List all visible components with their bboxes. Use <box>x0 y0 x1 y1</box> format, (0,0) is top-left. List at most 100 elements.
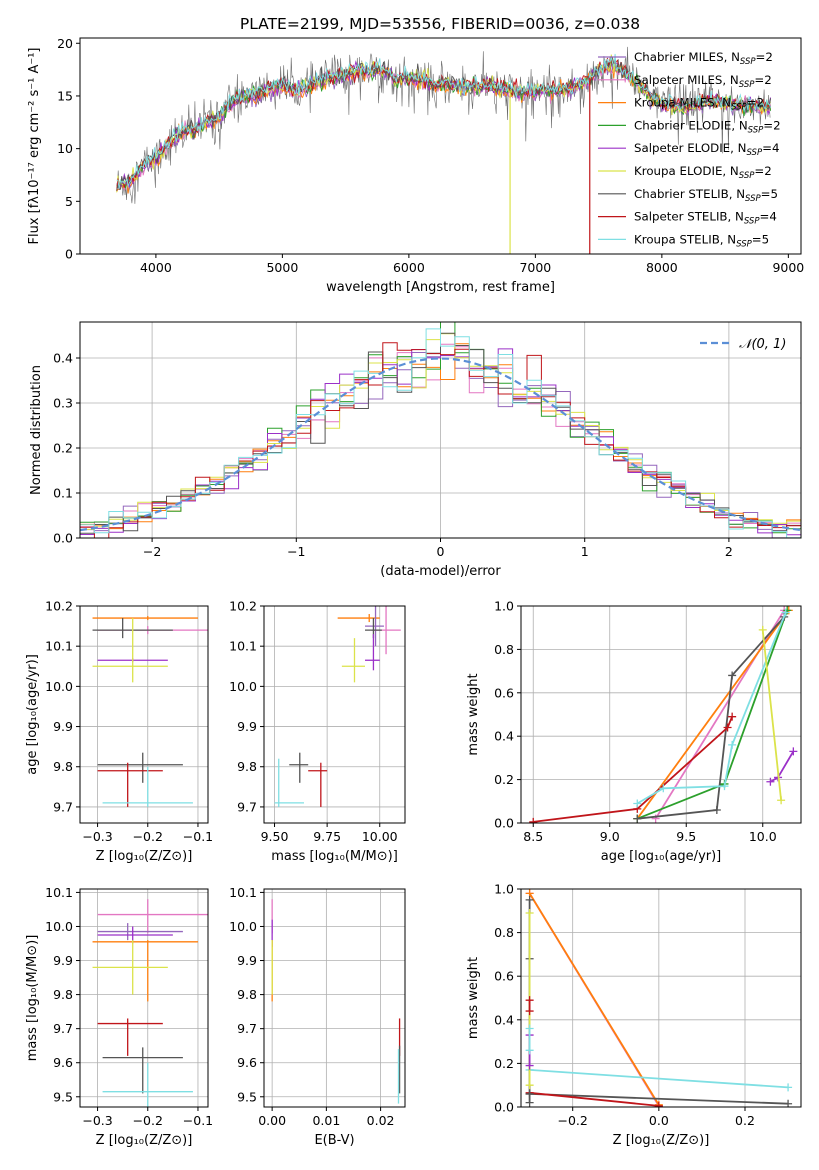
x-tick-label: −0.3 <box>82 829 112 844</box>
y-tick-label: 0.0 <box>53 531 73 546</box>
weight-marker <box>789 747 798 756</box>
errorbar-point <box>341 638 366 683</box>
x-tick-label: 0.2 <box>735 1113 755 1128</box>
y-axis-label: Normed distribution <box>29 365 44 495</box>
legend-label-value: =5 <box>752 232 769 246</box>
y-tick-label: 0.4 <box>494 1012 514 1027</box>
errorbar-point <box>102 766 193 807</box>
weight-marker <box>525 996 534 1005</box>
y-tick-label: 9.8 <box>237 987 257 1002</box>
y-tick-label: 9.5 <box>237 1089 257 1104</box>
legend-label: Salpeter MILES, NSSP=2 <box>634 73 772 90</box>
errorbar-point <box>365 606 384 647</box>
grid-lines <box>80 889 208 1107</box>
weight-marker <box>525 1046 534 1055</box>
model-spectrum-line <box>116 53 772 189</box>
y-tick-label: 10.0 <box>229 919 257 934</box>
axes-frame <box>263 605 406 824</box>
errorbar-point <box>92 618 168 683</box>
plot-area <box>92 616 208 807</box>
axes-frame <box>520 888 802 1108</box>
x-tick-label: 0.0 <box>649 1113 669 1128</box>
weight-series <box>758 625 786 805</box>
y-tick-label: 9.6 <box>53 1055 73 1070</box>
x-tick-label: −0.3 <box>82 1113 112 1128</box>
x-axis-label: Z [log₁₀(Z/Z⊙)] <box>613 1133 710 1148</box>
weight-series-line <box>533 716 733 823</box>
y-tick-label: 0.6 <box>494 969 514 984</box>
weight-series <box>525 889 663 1107</box>
x-axis-label: E(B-V) <box>314 1133 354 1148</box>
weight-marker <box>525 895 534 904</box>
legend-label-text: Kroupa ELODIE, N <box>634 164 739 178</box>
legend-label-text: Salpeter MILES, N <box>634 73 739 87</box>
y-tick-label: 0.8 <box>494 642 514 657</box>
weight-marker <box>525 1098 534 1107</box>
errorbar-point <box>274 758 304 807</box>
y-tick-label: 9.9 <box>53 953 73 968</box>
x-tick-label: 9.50 <box>261 829 289 844</box>
x-tick-label: 5000 <box>266 260 298 275</box>
legend-label-value: =2 <box>763 118 780 132</box>
y-tick-label: 0.0 <box>494 816 514 831</box>
y-tick-label: 9.9 <box>53 719 73 734</box>
mass-vs-metallicity-panel: −0.3 −0.2 −0.1 9.5 9.6 9.7 9.8 9.9 10.0 10.1 Z [lo… <box>25 885 213 1148</box>
y-axis-label: age [log₁₀(age/yr)] <box>25 654 40 775</box>
plot-area <box>529 606 798 823</box>
legend-label-text: Salpeter ELODIE, N <box>634 141 746 155</box>
y-tick-label: 0 <box>65 247 73 262</box>
errorbar-point <box>97 1018 163 1056</box>
y-tick-label: 9.7 <box>237 799 257 814</box>
y-tick-label: 10.2 <box>229 599 257 614</box>
weight-series-line <box>529 1091 659 1107</box>
legend-label-value: =4 <box>759 210 776 224</box>
axes-frame <box>79 605 209 824</box>
legend-label: Salpeter STELIB, NSSP=4 <box>634 210 777 227</box>
y-tick-label: 0.2 <box>494 772 514 787</box>
weight-marker <box>654 1101 663 1107</box>
legend-subscript: SSP <box>739 80 755 90</box>
x-tick-label: 9000 <box>772 260 804 275</box>
residual-histogram-step <box>80 342 801 538</box>
x-tick-label: −0.2 <box>133 1113 163 1128</box>
errorbar-point <box>308 762 328 807</box>
plot-area <box>525 889 793 1107</box>
legend-subscript: SSP <box>739 171 755 181</box>
legend-label-text: Chabrier ELODIE, N <box>634 118 748 132</box>
y-tick-label: 10.0 <box>229 679 257 694</box>
weight-marker <box>720 782 729 791</box>
y-tick-label: 10.1 <box>229 885 257 900</box>
x-tick-label: 7000 <box>519 260 551 275</box>
weight-marker <box>525 1007 534 1016</box>
legend-subscript: SSP <box>748 125 764 135</box>
x-tick-label: 0.02 <box>367 1113 395 1128</box>
plot-area <box>116 46 772 254</box>
legend-label-text: Kroupa MILES, N <box>634 96 731 110</box>
legend-label: Chabrier STELIB, NSSP=5 <box>634 187 778 204</box>
weight-series <box>525 996 534 1016</box>
weight-marker <box>633 799 642 808</box>
weight-marker <box>525 1061 534 1070</box>
axes-frame <box>79 37 802 255</box>
weight-marker <box>784 1083 793 1092</box>
legend-label-text: Chabrier STELIB, N <box>634 187 745 201</box>
x-tick-label: −0.2 <box>133 829 163 844</box>
age-vs-mass-panel: 9.50 9.75 10.00 9.7 9.8 9.9 10.0 10.1 10.2 mass [… <box>229 599 406 864</box>
y-tick-label: 0.2 <box>494 1056 514 1071</box>
errorbar-point <box>92 940 168 995</box>
errorbar-point <box>97 923 183 941</box>
mass-vs-extinction-panel: 0.00 0.01 0.02 9.5 9.6 9.7 9.8 9.9 10.0 10.1 E(B-V… <box>229 885 406 1148</box>
weight-series <box>525 1024 534 1055</box>
errorbar-point <box>102 1062 193 1107</box>
y-tick-label: 9.9 <box>237 719 257 734</box>
weight-marker <box>728 671 737 680</box>
x-tick-label: −0.1 <box>183 1113 213 1128</box>
weight-marker <box>777 796 786 805</box>
errorbar-point <box>97 752 183 783</box>
legend-subscript: SSP <box>740 57 756 67</box>
axes-frame <box>79 888 209 1108</box>
x-tick-label: −2 <box>143 544 161 559</box>
legend-label-value: =2 <box>754 164 771 178</box>
